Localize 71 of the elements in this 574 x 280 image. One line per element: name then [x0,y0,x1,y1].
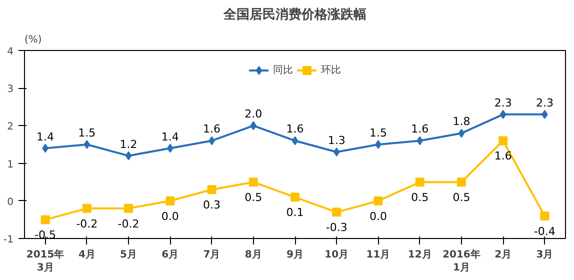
point [166,144,174,153]
point [84,140,90,149]
chart-title: 全国居民消费价格涨跌幅 [222,8,366,22]
data-label: 2.0 [244,108,262,121]
data-label: 1.8 [452,115,470,128]
data-label: 0.0 [369,210,387,223]
point [125,151,132,160]
point [40,215,50,224]
data-label: 1.5 [78,126,96,140]
data-label: 1.6 [286,122,304,136]
y-tick-label: -1 [4,234,14,246]
point [375,140,382,149]
x-tick-label: 7月 [203,250,220,260]
x-tick-label: 9月 [286,250,304,260]
data-label: 1.6 [411,122,429,136]
data-label: 2.3 [536,96,554,110]
point [166,196,175,206]
x-tick-label: 4月 [78,250,96,260]
data-label: 1.6 [203,122,221,136]
point [250,121,257,130]
data-label: -0.2 [76,217,98,230]
x-tick-label: 2015年 3月 [26,248,64,274]
point [374,196,383,206]
data-label: -0.3 [326,221,348,234]
point [248,178,258,187]
point [332,208,342,217]
legend-label: 同比 [273,64,293,77]
y-tick-label: 0 [7,196,14,208]
point [207,185,216,194]
data-label: 1.5 [369,126,387,140]
y-axis-title: (%) [24,34,42,46]
data-label: -0.2 [118,217,140,230]
data-label: 0.5 [411,191,429,204]
x-tick-label: 10月 [324,250,349,260]
point [292,136,298,146]
x-tick-label: 6月 [162,250,179,260]
point [333,148,340,157]
x-tick-label: 8月 [244,250,262,260]
data-label: 0.5 [452,191,470,204]
y-tick-label: 2 [7,122,14,133]
x-tick-label: 12月 [408,250,432,260]
x-tick-label: 2月 [494,250,512,260]
x-tick-label: 2016年 1月 [442,248,480,274]
y-tick-label: 3 [7,84,14,96]
data-label: 0.5 [244,191,262,204]
point [458,128,465,138]
point [498,136,508,146]
data-label: 0.3 [203,198,221,212]
data-label: 1.3 [328,134,346,148]
y-tick-label: 1 [7,159,14,170]
legend-label: 环比 [321,64,341,77]
data-label: -0.4 [534,224,556,238]
point [290,192,300,202]
data-label: 1.4 [36,130,54,144]
data-label: 1.4 [161,130,179,144]
point [82,204,92,213]
data-label: 1.6 [494,150,512,163]
x-tick-label: 3月 [536,250,554,260]
point [500,110,506,119]
point [415,178,424,187]
x-tick-label: 11月 [366,250,390,260]
x-tick-label: 5月 [120,250,138,260]
data-label: 0.1 [286,206,304,220]
point [540,211,550,220]
point [124,204,134,213]
point [416,136,424,146]
data-label: 2.3 [494,96,512,110]
y-tick-label: 4 [7,46,14,58]
point [456,178,466,187]
data-label: 0.0 [161,210,179,223]
data-label: 1.2 [120,138,138,151]
